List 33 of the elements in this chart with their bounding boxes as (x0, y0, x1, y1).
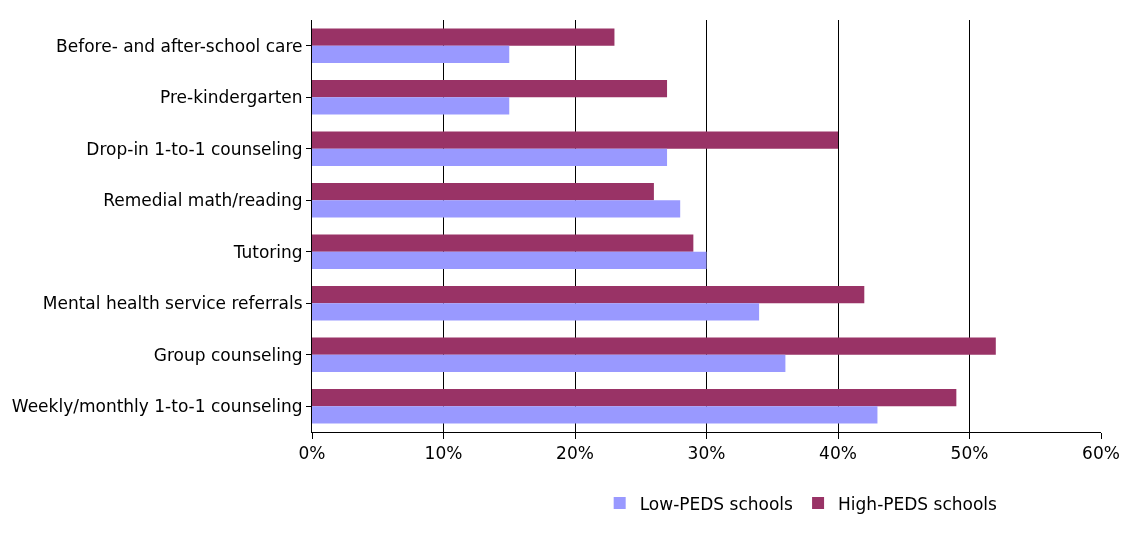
bar (312, 131, 838, 149)
bar (312, 97, 510, 115)
y-tick-label: Group counseling (153, 344, 303, 365)
bar (312, 354, 786, 372)
bar (312, 183, 654, 201)
bar (312, 286, 865, 304)
bar (312, 303, 760, 321)
y-tick-label: Pre-kindergarten (160, 87, 303, 108)
x-tick-label: 60% (1082, 443, 1120, 464)
bar (312, 80, 668, 98)
y-tick-label: Remedial math/reading (103, 190, 303, 211)
bar (312, 406, 878, 424)
bar (312, 148, 668, 166)
x-tick-label: 20% (556, 443, 594, 464)
y-tick-label: Before- and after-school care (56, 35, 303, 56)
bar (312, 28, 615, 46)
y-tick-label: Mental health service referrals (42, 293, 303, 314)
legend-label: High-PEDS schools (838, 493, 998, 514)
legend-label: Low-PEDS schools (639, 493, 794, 514)
x-tick-label: 30% (687, 443, 726, 464)
y-tick-label: Tutoring (232, 241, 303, 262)
y-tick-label: Drop-in 1-to-1 counseling (86, 138, 303, 159)
x-tick-label: 0% (298, 443, 326, 464)
bar (312, 251, 707, 269)
x-tick-label: 40% (819, 443, 857, 464)
bar (312, 200, 681, 218)
bar (312, 389, 957, 407)
x-tick-label: 10% (424, 443, 463, 464)
y-tick-label: Weekly/monthly 1-to-1 counseling (11, 396, 303, 417)
bar (312, 337, 996, 355)
bar (312, 234, 694, 252)
x-tick-label: 50% (950, 443, 989, 464)
bar (312, 45, 510, 63)
